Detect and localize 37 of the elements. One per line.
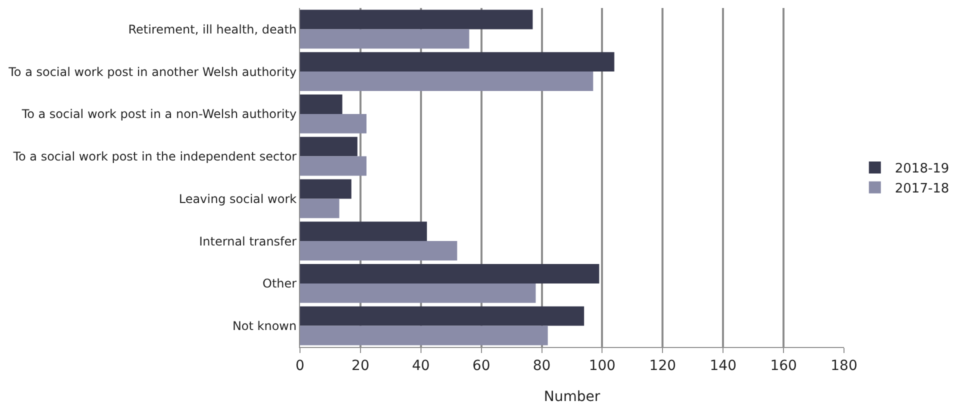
bar (300, 29, 470, 49)
bar (300, 264, 600, 284)
bar (300, 52, 614, 72)
bar (300, 241, 458, 261)
bar (300, 283, 536, 303)
x-axis-title: Number (544, 389, 600, 406)
x-tick-label: 0 (296, 358, 304, 374)
bar (300, 179, 352, 199)
bar (300, 198, 340, 218)
legend-label: 2018-19 (894, 162, 950, 177)
x-tick-label: 160 (770, 358, 797, 374)
x-tick-label: 60 (472, 358, 490, 374)
bar (300, 10, 533, 30)
legend-label: 2017-18 (894, 181, 950, 196)
x-tick-label: 140 (710, 358, 736, 374)
bar (300, 114, 366, 134)
bar (300, 156, 366, 176)
x-tick-label: 100 (588, 358, 616, 374)
y-tick-label: Internal transfer (199, 234, 297, 248)
y-tick-label: Not known (232, 319, 297, 334)
y-tick-label: To a social work post in a non-Welsh authority (20, 107, 297, 122)
bar (300, 306, 584, 326)
y-tick-label: Leaving social work (178, 192, 297, 206)
x-tick-label: 180 (830, 358, 858, 374)
x-tick-label: 40 (412, 358, 430, 374)
bar (300, 94, 342, 114)
bar (300, 326, 548, 346)
bar (300, 136, 358, 156)
y-tick-label: To a social work post in the independent sector (12, 150, 297, 164)
y-tick-label: Retirement, ill health, death (128, 22, 297, 36)
x-tick-label: 120 (649, 358, 676, 374)
bar (300, 222, 427, 242)
y-tick-label: To a social work post in another Welsh authority (8, 64, 297, 79)
x-tick-label: 80 (532, 358, 551, 374)
x-tick-label: 20 (352, 358, 370, 374)
bar (300, 72, 594, 92)
y-tick-label: Other (262, 276, 297, 291)
